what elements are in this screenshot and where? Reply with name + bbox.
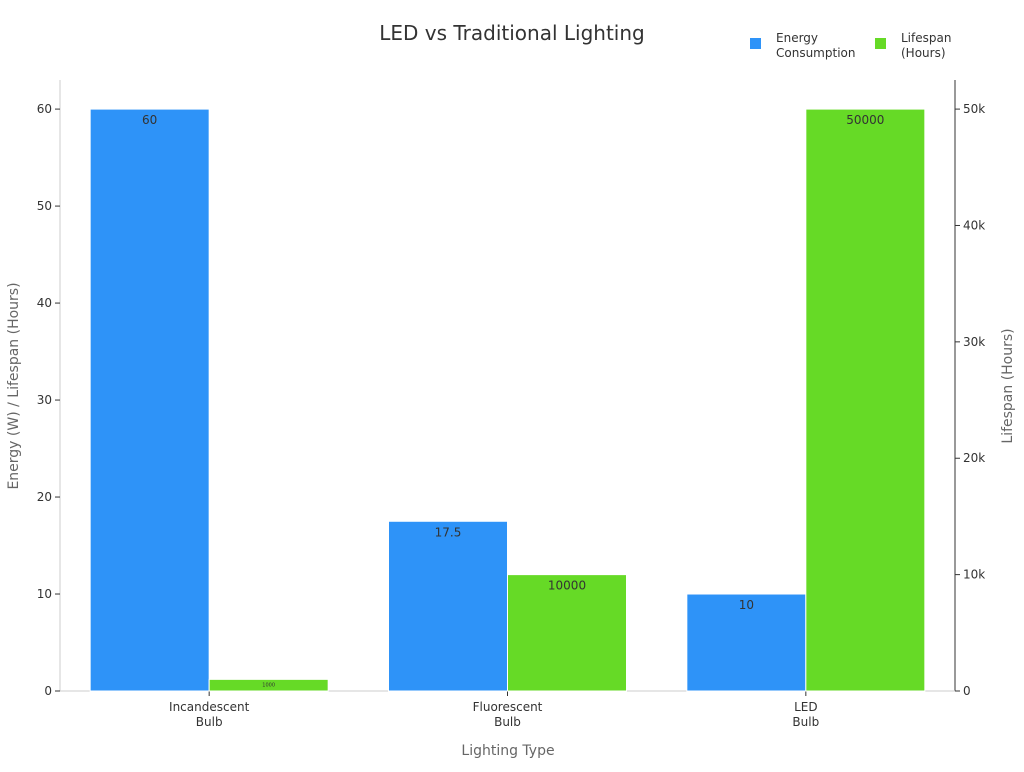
x-tick-label: LED: [794, 700, 818, 714]
y2-tick-label: 0: [963, 684, 971, 698]
y-tick-label: 0: [44, 684, 52, 698]
y-tick-label: 50: [37, 199, 52, 213]
y-tick-label: 10: [37, 587, 52, 601]
bar-energy: [388, 520, 508, 692]
y-tick-label: 60: [37, 102, 52, 116]
data-label: 1000: [262, 682, 275, 688]
bar-energy: [89, 108, 210, 692]
chart-title: LED vs Traditional Lighting: [379, 21, 644, 45]
x-tick-label: Incandescent: [169, 700, 250, 714]
x-tick-label: Bulb: [494, 715, 521, 729]
x-tick-label: Bulb: [792, 715, 819, 729]
bar-lifespan: [805, 108, 926, 692]
y-axis-label: Energy (W) / Lifespan (Hours): [6, 282, 22, 489]
legend-label: Energy: [776, 31, 818, 45]
x-tick-label: Fluorescent: [473, 700, 543, 714]
y-tick-label: 30: [37, 393, 52, 407]
bar-lifespan: [208, 678, 329, 692]
y-tick-label: 20: [37, 490, 52, 504]
x-axis-label: Lighting Type: [461, 743, 554, 759]
y2-axis-label: Lifespan (Hours): [1000, 328, 1016, 443]
legend-label: Consumption: [776, 46, 855, 60]
legend-swatch: [875, 38, 886, 49]
legend-label: (Hours): [901, 46, 946, 60]
data-label: 10: [739, 598, 754, 612]
bar-lifespan: [507, 574, 627, 692]
data-label: 50000: [846, 113, 884, 127]
x-tick-label: Bulb: [196, 715, 223, 729]
bar-energy: [686, 593, 807, 692]
data-label: 10000: [548, 579, 586, 593]
data-label: 17.5: [435, 525, 462, 539]
y2-tick-label: 40k: [963, 218, 985, 232]
y2-tick-label: 20k: [963, 451, 985, 465]
y-tick-label: 40: [37, 296, 52, 310]
y2-tick-label: 30k: [963, 335, 985, 349]
y2-tick-label: 10k: [963, 568, 985, 582]
legend-label: Lifespan: [901, 31, 951, 45]
data-label: 60: [142, 113, 157, 127]
legend-swatch: [750, 38, 761, 49]
y2-tick-label: 50k: [963, 102, 985, 116]
